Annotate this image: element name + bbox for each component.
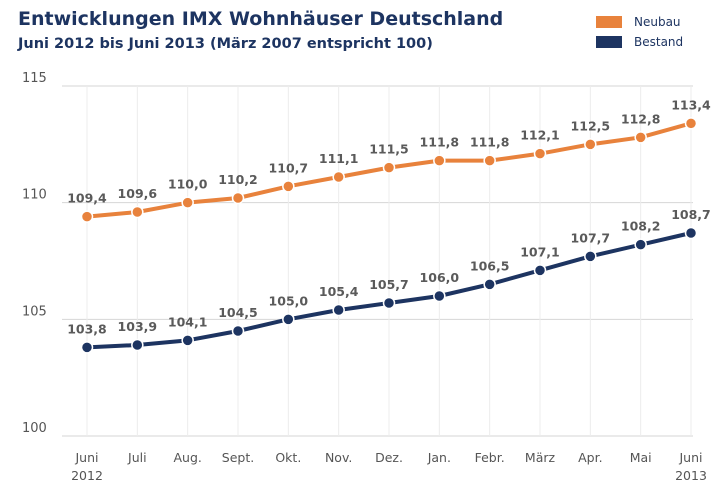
data-label-neubau: 111,1 [319,151,359,166]
data-point-bestand [634,238,647,251]
data-point-bestand [131,338,144,352]
data-label-neubau: 112,8 [621,111,661,126]
data-label-neubau: 109,6 [118,186,158,201]
data-point-bestand [533,264,547,277]
data-label-bestand: 107,7 [571,230,611,245]
data-label-bestand: 108,2 [621,219,661,234]
data-point-neubau [684,117,698,130]
data-point-neubau [483,154,496,167]
data-point-neubau [80,210,94,223]
x-tick-label: Jan. [427,450,451,465]
x-tick-label: 2013 [675,468,707,483]
data-label-bestand: 107,1 [520,244,560,259]
legend: Neubau Bestand [596,12,683,52]
chart-title: Entwicklungen IMX Wohnhäuser Deutschland [18,8,504,30]
chart-subtitle: Juni 2012 bis Juni 2013 (März 2007 entsp… [18,36,433,52]
data-point-bestand [181,334,194,347]
x-tick-label: Juli [127,450,147,465]
legend-swatch-bestand [596,36,622,48]
data-label-neubau: 112,5 [571,118,611,133]
data-label-neubau: 110,7 [269,160,309,175]
data-point-bestand [433,289,446,303]
data-label-bestand: 106,0 [420,270,460,285]
data-point-bestand [332,303,345,317]
axis-layer: 100 105 110 115 Juni 2012 Juli Aug. Sept. Okt. Nov… [22,71,707,483]
data-label-neubau: 111,8 [470,135,510,150]
x-tick-label: Mai [630,450,652,465]
x-tick-label: Aug. [173,450,201,465]
data-point-bestand [584,250,597,263]
x-tick-label: 2012 [71,468,103,483]
legend-item-bestand: Bestand [596,32,683,52]
y-tick-label: 100 [22,421,47,436]
data-label-neubau: 113,4 [671,97,711,112]
data-label-bestand: 105,0 [269,293,309,308]
data-label-bestand: 103,9 [118,319,158,334]
data-label-neubau: 110,0 [168,177,208,192]
legend-swatch-neubau [596,16,622,28]
data-point-neubau [181,196,194,209]
data-label-neubau: 112,1 [520,128,560,143]
data-point-neubau [332,170,345,184]
data-point-neubau [533,147,547,160]
data-label-bestand: 105,4 [319,284,359,299]
x-tick-label: Juni [678,450,702,465]
data-point-neubau [282,180,295,193]
data-label-neubau: 111,8 [420,135,460,150]
data-label-neubau: 111,5 [369,142,409,157]
x-tick-label: Dez. [375,450,403,465]
x-tick-label: März [525,450,556,465]
data-point-bestand [282,313,295,326]
legend-label-bestand: Bestand [634,35,684,49]
x-tick-label: Okt. [275,450,301,465]
data-label-bestand: 108,7 [671,207,711,222]
data-label-bestand: 106,5 [470,258,510,273]
data-label-bestand: 103,8 [67,321,107,336]
data-point-neubau [584,138,597,151]
y-tick-label: 105 [22,304,47,319]
x-tick-label: Juni [74,450,98,465]
data-label-neubau: 110,2 [218,172,258,187]
x-tick-label: Febr. [475,450,505,465]
y-tick-label: 115 [22,71,47,86]
y-tick-label: 110 [22,188,47,203]
data-label-bestand: 105,7 [369,277,409,292]
data-point-neubau [433,154,446,167]
data-point-neubau [131,205,144,219]
data-label-neubau: 109,4 [67,191,107,206]
data-point-neubau [382,161,396,174]
legend-label-neubau: Neubau [634,15,681,29]
x-tick-label: Nov. [325,450,352,465]
label-layer: 109,4 109,6 110,0 110,2 110,7 111,1 111,5 111,8… [67,97,711,336]
grid-layer [62,85,693,437]
data-label-bestand: 104,5 [218,305,258,320]
x-tick-label: Apr. [578,450,602,465]
data-point-bestand [382,296,396,310]
data-point-bestand [684,226,698,240]
x-tick-label: Sept. [222,450,254,465]
data-point-neubau [634,131,647,144]
data-label-bestand: 104,1 [168,314,208,329]
data-point-bestand [80,341,94,354]
data-point-neubau [231,191,245,205]
series-layer [80,117,698,354]
data-point-bestand [483,278,496,291]
legend-item-neubau: Neubau [596,12,683,32]
data-point-bestand [231,324,245,338]
